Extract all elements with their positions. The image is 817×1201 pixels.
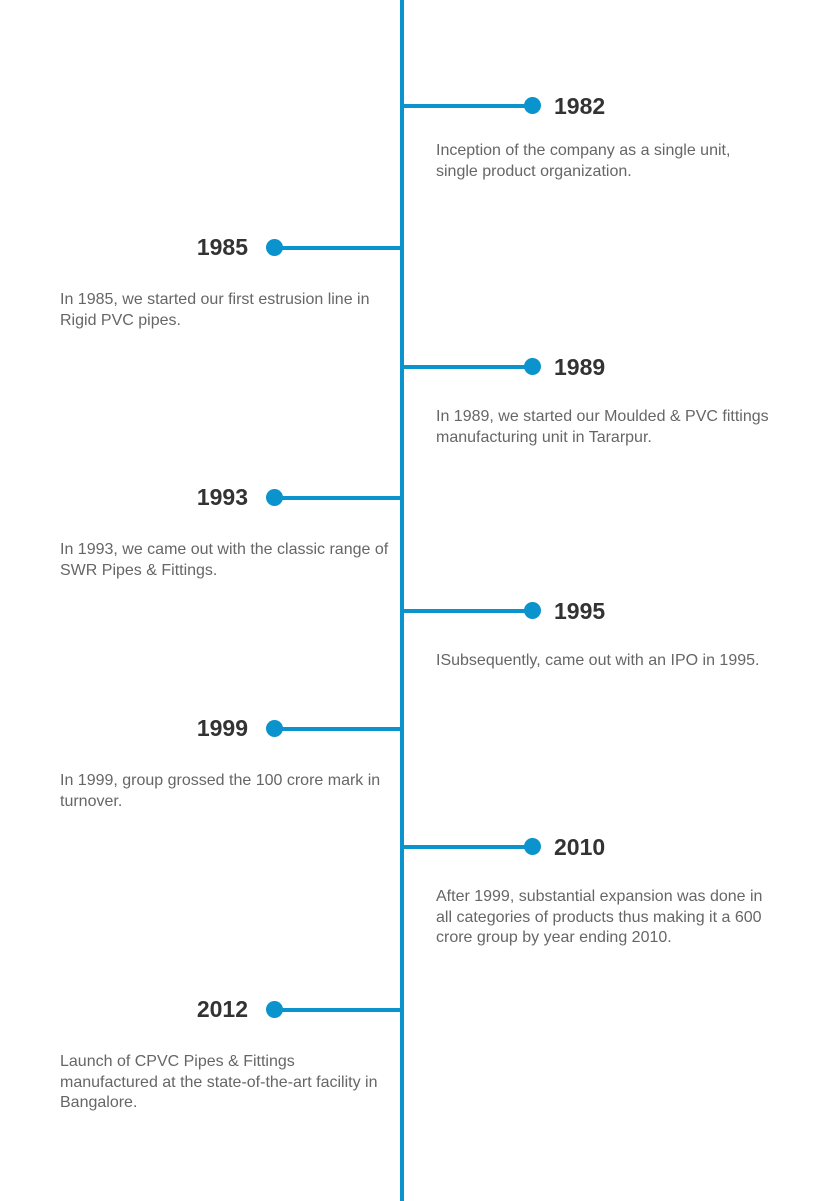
- timeline-year-1982: 1982: [554, 93, 606, 119]
- timeline-year-1999: 1999: [196, 715, 248, 741]
- timeline-dot-1999: [266, 720, 283, 737]
- timeline-connector-1985: [274, 246, 400, 250]
- timeline-year-1995: 1995: [554, 598, 606, 624]
- timeline-year-2012: 2012: [196, 996, 248, 1022]
- timeline-dot-1995: [524, 602, 541, 619]
- timeline-desc-2012: Launch of CPVC Pipes & Fittings manufact…: [60, 1053, 378, 1111]
- timeline-desc-1993: In 1993, we came out with the classic ra…: [60, 541, 389, 579]
- timeline-connector-1989: [404, 365, 532, 369]
- timeline-connector-1993: [274, 496, 400, 500]
- timeline-dot-1982: [524, 97, 541, 114]
- timeline-dot-1993: [266, 489, 283, 506]
- timeline-dot-2010: [524, 838, 541, 855]
- timeline-year-1989: 1989: [554, 354, 606, 380]
- timeline-connector-2010: [404, 845, 532, 849]
- timeline-desc-1982: Inception of the company as a single uni…: [436, 142, 731, 180]
- timeline-desc-1985: In 1985, we started our first estrusion …: [60, 291, 370, 329]
- timeline-year-1985: 1985: [196, 234, 248, 260]
- timeline-connector-2012: [274, 1008, 400, 1012]
- timeline-connector-1995: [404, 609, 532, 613]
- timeline-desc-1999: In 1999, group grossed the 100 crore mar…: [60, 772, 381, 810]
- timeline-dot-2012: [266, 1001, 283, 1018]
- timeline-dot-1989: [524, 358, 541, 375]
- timeline-year-1993: 1993: [196, 484, 248, 510]
- timeline-connector-1982: [404, 104, 532, 108]
- timeline-desc-1989: In 1989, we started our Moulded & PVC fi…: [436, 408, 769, 446]
- timeline-connector-1999: [274, 727, 400, 731]
- timeline-spine: [400, 0, 404, 1201]
- timeline-year-2010: 2010: [554, 834, 606, 860]
- timeline-desc-1995: ISubsequently, came out with an IPO in 1…: [436, 652, 760, 669]
- timeline-dot-1985: [266, 239, 283, 256]
- timeline-desc-2010: After 1999, substantial expansion was do…: [436, 888, 763, 946]
